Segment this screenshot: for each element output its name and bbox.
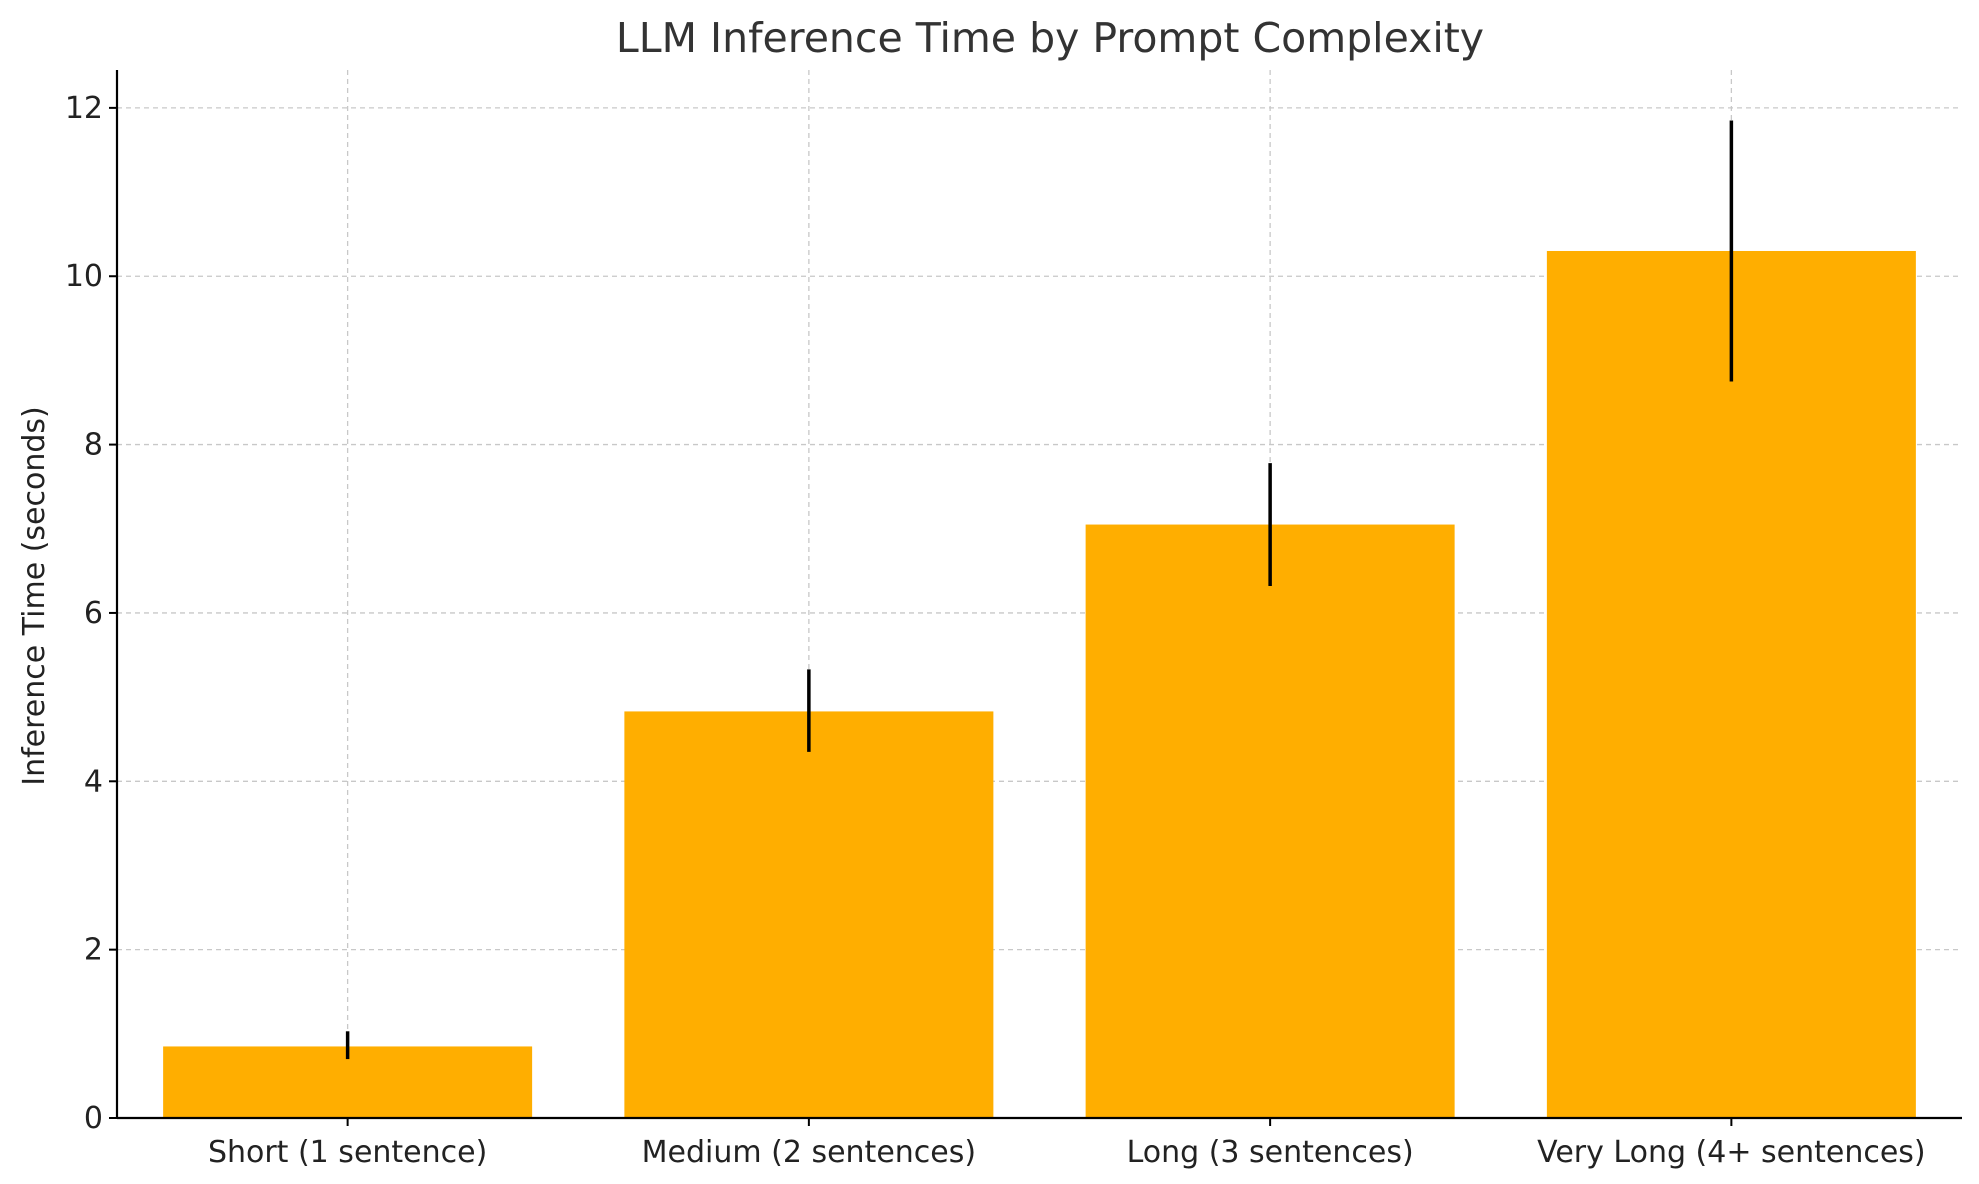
tick-labels: 0 2 4 6 8 10 12 Short (1 sentence) Medium (2 sen… xyxy=(65,91,1926,1170)
y-tick-label: 12 xyxy=(65,91,103,126)
axes xyxy=(109,70,1962,1126)
error-bars xyxy=(345,120,1734,1060)
y-tick-label: 2 xyxy=(84,933,103,968)
bar-2 xyxy=(624,711,994,1118)
y-tick-label: 10 xyxy=(65,259,103,294)
x-tick-label: Very Long (4+ sentences) xyxy=(1537,1135,1926,1170)
grid-lines xyxy=(117,70,1962,1118)
y-tick-label: 6 xyxy=(84,596,103,631)
y-axis-label: Inference Time (seconds) xyxy=(17,406,52,786)
y-tick-label: 0 xyxy=(84,1101,103,1136)
y-tick-label: 4 xyxy=(84,764,103,799)
x-tick-label: Short (1 sentence) xyxy=(208,1135,487,1170)
bar-3 xyxy=(1085,524,1455,1118)
bar-4 xyxy=(1546,250,1916,1118)
y-tick-label: 8 xyxy=(84,428,103,463)
bars xyxy=(163,250,1916,1118)
chart-title: LLM Inference Time by Prompt Complexity xyxy=(616,14,1484,62)
x-tick-label: Long (3 sentences) xyxy=(1127,1135,1414,1170)
x-tick-label: Medium (2 sentences) xyxy=(642,1135,976,1170)
